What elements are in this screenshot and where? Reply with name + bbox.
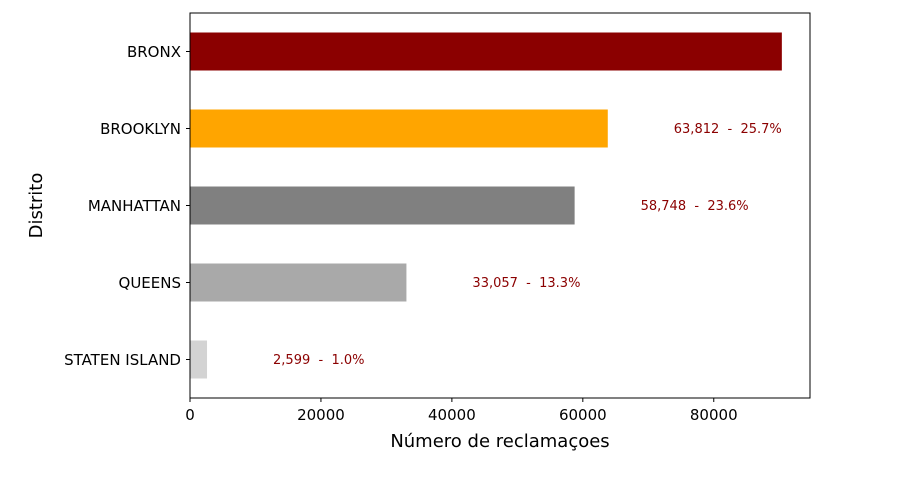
x-tick-label: 80000 [690,406,738,424]
x-tick-label: 0 [185,406,195,424]
y-tick-label: BROOKLYN [100,120,181,138]
x-tick-label: 60000 [559,406,607,424]
y-tick-label: MANHATTAN [88,197,181,215]
plot-frame [189,12,811,399]
bar-labels-group: 63,812 - 25.7% 58,748 - 23.6% 33,057 - 13.… [273,122,782,368]
x-axis-ticks: 0 20000 40000 60000 80000 [185,398,738,424]
bar-data-label: 63,812 - 25.7% [674,122,782,137]
bar-brooklyn [190,109,608,148]
bar-manhattan [190,186,575,225]
y-tick-label: BRONX [127,43,181,61]
y-tick-label: QUEENS [119,274,181,292]
bar-queens [190,263,407,302]
x-axis-title: Número de reclamaçoes [390,431,609,452]
bars-group [190,32,782,379]
bar-data-label: 2,599 - 1.0% [273,353,364,368]
bar-bronx [190,32,782,71]
bar-staten-island [190,340,208,379]
y-tick-label: STATEN ISLAND [64,351,181,369]
x-tick-label: 40000 [428,406,476,424]
y-axis-ticks: BRONX BROOKLYN MANHATTAN QUEENS STATEN ISLAN… [64,43,190,369]
x-tick-label: 20000 [297,406,345,424]
bar-data-label: 58,748 - 23.6% [641,199,749,214]
bar-data-label: 33,057 - 13.3% [472,276,580,291]
y-axis-title: Distrito [26,173,47,239]
